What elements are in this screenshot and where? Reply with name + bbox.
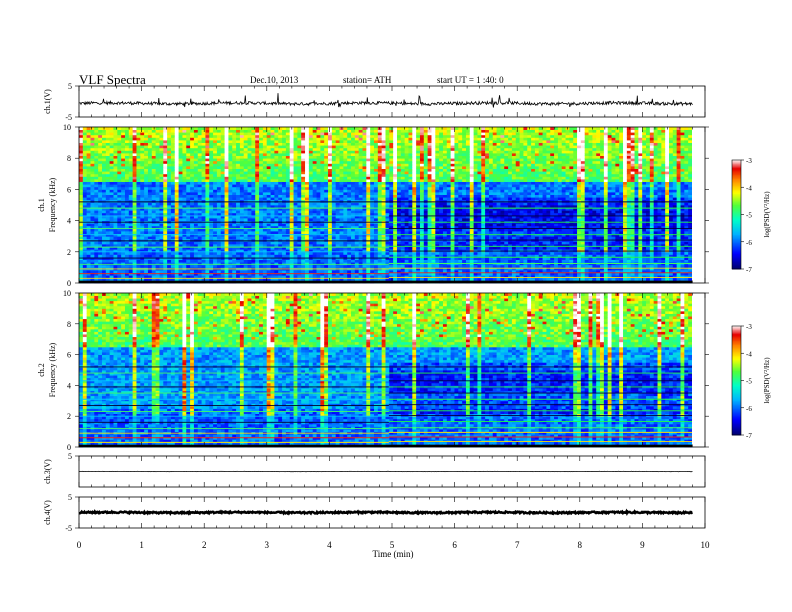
colorbar-tick-label: -6 [746, 239, 752, 247]
y-axis-label: ch.4(V) [43, 500, 52, 525]
x-tick-label: 3 [265, 540, 270, 550]
colorbar-tick-label: -6 [746, 405, 752, 413]
colorbar-tick-label: -7 [746, 266, 752, 274]
y-axis-label: ch.1 [37, 198, 46, 212]
y-axis-label: Frequency (kHz) [48, 342, 57, 397]
colorbar-tick-label: -5 [746, 212, 752, 220]
y-tick-label: 5 [68, 452, 72, 461]
waveform-trace [79, 512, 693, 514]
y-tick-label: 0 [67, 443, 71, 452]
colorbar-tick-label: -3 [746, 323, 752, 331]
ch3-waveform-panel: 5 ch.3(V) [43, 452, 705, 487]
y-tick-label: -5 [65, 113, 72, 122]
y-tick-label: 8 [67, 320, 71, 329]
ch1-spectrogram-panel: 0 2 4 6 8 10 ch.1 Frequency (kHz) [37, 123, 709, 288]
ch4-waveform-panel: 5 -5 ch.4(V) [43, 493, 705, 533]
colorbar-tick-label: -5 [746, 378, 752, 386]
x-tick-label: 6 [452, 540, 457, 550]
x-axis-label: Time (min) [373, 549, 414, 559]
colorbar-label: log(PSD(V²/Hz) [763, 357, 771, 404]
x-tick-label: 2 [202, 540, 207, 550]
x-tick-label: 1 [139, 540, 144, 550]
x-tick-label: 4 [327, 540, 332, 550]
date-label: Dec.10, 2013 [250, 75, 299, 85]
y-tick-label: 4 [67, 381, 71, 390]
y-axis-label: ch.2 [37, 363, 46, 377]
y-axis-label: ch.1(V) [43, 89, 52, 114]
colorbar-tick-label: -3 [746, 157, 752, 165]
x-tick-label: 9 [640, 540, 645, 550]
x-tick-label: 0 [77, 540, 82, 550]
y-tick-label: 6 [67, 351, 71, 360]
x-tick-label: 8 [578, 540, 583, 550]
y-tick-label: 5 [68, 82, 72, 91]
waveform-trace [79, 93, 693, 107]
y-tick-label: 5 [68, 493, 72, 502]
ch2-spectrogram-panel: 0 2 4 6 8 10 ch.2 Frequency (kHz) [37, 289, 709, 452]
x-tick-label: 10 [701, 540, 711, 550]
ch1-waveform-panel: 5 -5 ch.1(V) [43, 82, 705, 122]
colorbar-label: log(PSD(V²/Hz) [763, 191, 771, 238]
y-tick-label: -5 [65, 524, 72, 533]
colorbar-tick-label: -7 [746, 432, 752, 440]
y-tick-label: 4 [67, 217, 71, 226]
y-tick-label: 2 [67, 248, 71, 257]
y-tick-label: 10 [63, 123, 71, 132]
y-tick-label: 8 [67, 154, 71, 163]
y-axis-label: ch.3(V) [43, 459, 52, 484]
y-axis-label: Frequency (kHz) [48, 177, 57, 232]
x-tick-label: 7 [515, 540, 520, 550]
y-tick-label: 0 [67, 279, 71, 288]
colorbar-tick-label: -4 [746, 184, 752, 192]
y-tick-label: 6 [67, 185, 71, 194]
colorbar-tick-label: -4 [746, 350, 752, 358]
start-time-label: start UT = 1 :40: 0 [437, 75, 504, 85]
ch1-colorbar: -3 -4 -5 -6 -7 log(PSD(V²/Hz) [732, 157, 771, 274]
figure-title: VLF Spectra [79, 72, 146, 87]
station-label: station= ATH [343, 75, 392, 85]
ch2-colorbar: -3 -4 -5 -6 -7 log(PSD(V²/Hz) [732, 323, 771, 440]
y-tick-label: 2 [67, 412, 71, 421]
y-tick-label: 10 [63, 289, 71, 298]
